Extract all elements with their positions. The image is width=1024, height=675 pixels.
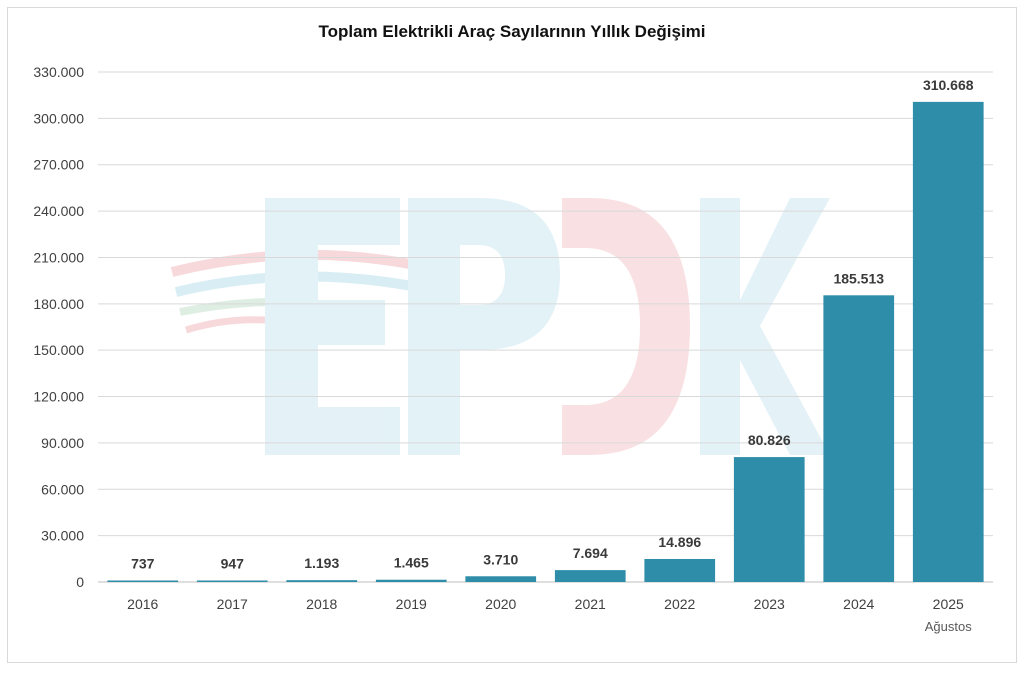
data-label-2021: 7.694 — [573, 545, 608, 561]
bar-2016 — [107, 580, 179, 582]
bar-2024 — [823, 295, 895, 582]
y-tick-label: 270.000 — [33, 157, 84, 173]
data-label-2020: 3.710 — [483, 551, 518, 567]
data-label-2023: 80.826 — [748, 432, 791, 448]
y-tick-label: 180.000 — [33, 296, 84, 312]
y-tick-label: 300.000 — [33, 110, 84, 126]
data-label-2019: 1.465 — [394, 555, 429, 571]
bar-2020 — [465, 576, 537, 582]
epdk-logo-watermark — [170, 198, 830, 455]
x-tick-sublabel: Ağustos — [925, 619, 972, 634]
y-tick-label: 240.000 — [33, 203, 84, 219]
data-label-2025: 310.668 — [923, 77, 974, 93]
y-tick-label: 120.000 — [33, 389, 84, 405]
data-label-2022: 14.896 — [658, 534, 701, 550]
data-label-2017: 947 — [221, 556, 245, 572]
bar-2019 — [375, 579, 447, 582]
bar-2025 — [912, 101, 984, 583]
x-tick-label: 2025 — [933, 596, 964, 612]
bars — [107, 101, 984, 583]
y-tick-label: 0 — [76, 574, 84, 590]
x-tick-label: 2019 — [396, 596, 427, 612]
x-tick-label: 2018 — [306, 596, 337, 612]
x-tick-label: 2022 — [664, 596, 695, 612]
data-labels: 737 947 1.193 1.465 3.710 7.694 14.896 80.826 18… — [131, 77, 974, 572]
y-tick-label: 210.000 — [33, 249, 84, 265]
y-tick-label: 330.000 — [33, 64, 84, 80]
data-label-2016: 737 — [131, 556, 155, 572]
x-tick-label: 2023 — [754, 596, 785, 612]
data-label-2018: 1.193 — [304, 555, 339, 571]
x-tick-label: 2017 — [217, 596, 248, 612]
bar-2018 — [286, 580, 358, 582]
x-tick-label: 2020 — [485, 596, 516, 612]
chart-title: Toplam Elektrikli Araç Sayılarının Yıllı… — [318, 22, 706, 41]
y-axis-ticks: 0 30.000 60.000 90.000 120.000 150.000 180.000… — [33, 64, 84, 590]
bar-2023 — [733, 457, 805, 582]
x-tick-label: 2024 — [843, 596, 874, 612]
y-tick-label: 150.000 — [33, 342, 84, 358]
y-tick-label: 30.000 — [41, 528, 84, 544]
x-axis-ticks: 2016 2017 2018 2019 2020 2021 2022 2023 2024 2025… — [127, 596, 972, 634]
bar-2021 — [554, 570, 626, 582]
y-tick-label: 90.000 — [41, 435, 84, 451]
y-tick-label: 60.000 — [41, 481, 84, 497]
x-tick-label: 2016 — [127, 596, 158, 612]
data-label-2024: 185.513 — [833, 270, 884, 286]
x-tick-label: 2021 — [575, 596, 606, 612]
bar-2022 — [644, 558, 716, 582]
bar-2017 — [196, 580, 268, 582]
